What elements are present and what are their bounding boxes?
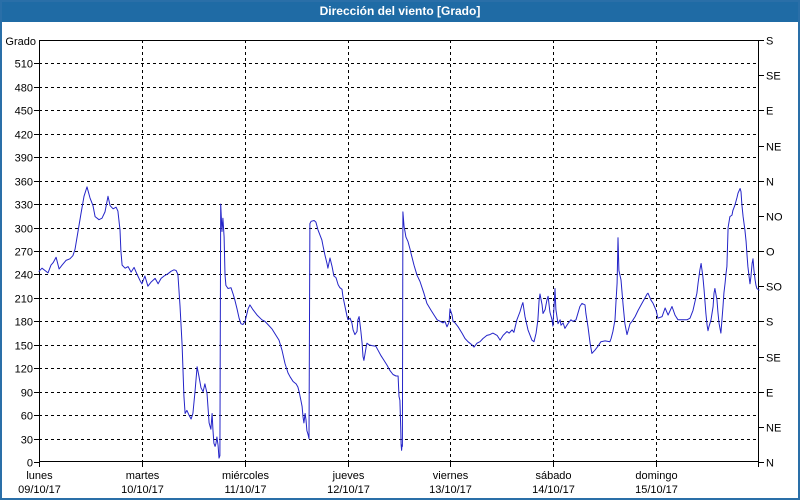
y-left-tick-label: 480 [15, 83, 33, 95]
x-date-label: 10/10/17 [121, 484, 164, 496]
plot-border [39, 40, 759, 462]
y-right-tick-label: NE [766, 423, 781, 435]
y-left-tick-label: 300 [15, 224, 33, 236]
plot-generated-layer: 0 30 60 90 120 150 180 210 240 270 300 330 360 390 420… [15, 36, 783, 497]
y-right-tick-label: E [766, 388, 773, 400]
y-left-tick-label: 210 [15, 294, 33, 306]
x-date-label: 09/10/17 [18, 484, 61, 496]
y-left-tick-label: 180 [15, 317, 33, 329]
x-date-label: 12/10/17 [327, 484, 370, 496]
y-left-tick-label: 240 [15, 270, 33, 282]
x-day-label: domingo [635, 470, 677, 482]
x-day-label: martes [126, 470, 160, 482]
wind-direction-line [38, 186, 760, 459]
x-date-label: 14/10/17 [532, 484, 575, 496]
y-left-tick-label: 390 [15, 153, 33, 165]
y-right-tick-label: SE [766, 353, 781, 365]
y-right-tick-label: SE [766, 71, 781, 83]
y-right-tick-label: S [766, 36, 773, 48]
y-left-tick-label: 60 [21, 411, 33, 423]
y-right-tick-label: NO [766, 212, 783, 224]
chart-title: Dirección del viento [Grado] [319, 4, 481, 18]
y-left-tick-label: 420 [15, 130, 33, 142]
x-day-label: viernes [433, 470, 469, 482]
y-left-tick-label: 360 [15, 177, 33, 189]
y-left-tick-label: 150 [15, 341, 33, 353]
y-left-tick-label: 450 [15, 106, 33, 118]
y-left-tick-label: 30 [21, 435, 33, 447]
y-left-tick-label: 330 [15, 200, 33, 212]
y-right-tick-label: O [766, 247, 775, 259]
y-left-tick-label: 270 [15, 247, 33, 259]
y-right-tick-label: N [766, 458, 774, 470]
y-right-tick-label: S [766, 317, 773, 329]
x-day-label: miércoles [222, 470, 270, 482]
y-left-tick-label: 120 [15, 364, 33, 376]
y-right-tick-label: SO [766, 282, 782, 294]
y-right-tick-label: E [766, 106, 773, 118]
x-day-label: lunes [26, 470, 53, 482]
x-day-label: sábado [535, 470, 571, 482]
x-date-label: 11/10/17 [224, 484, 266, 496]
y-left-tick-label: 90 [21, 388, 33, 400]
x-date-label: 15/10/17 [635, 484, 678, 496]
chart-title-bar: Dirección del viento [Grado] [0, 0, 800, 22]
y-left-tick-label: 510 [15, 59, 33, 71]
y-right-tick-label: NE [766, 142, 781, 154]
y-right-tick-label: N [766, 177, 774, 189]
y-axis-unit-label: Grado [5, 36, 36, 48]
x-date-label: 13/10/17 [429, 484, 472, 496]
y-left-tick-label: 0 [27, 458, 33, 470]
x-day-label: jueves [332, 470, 365, 482]
